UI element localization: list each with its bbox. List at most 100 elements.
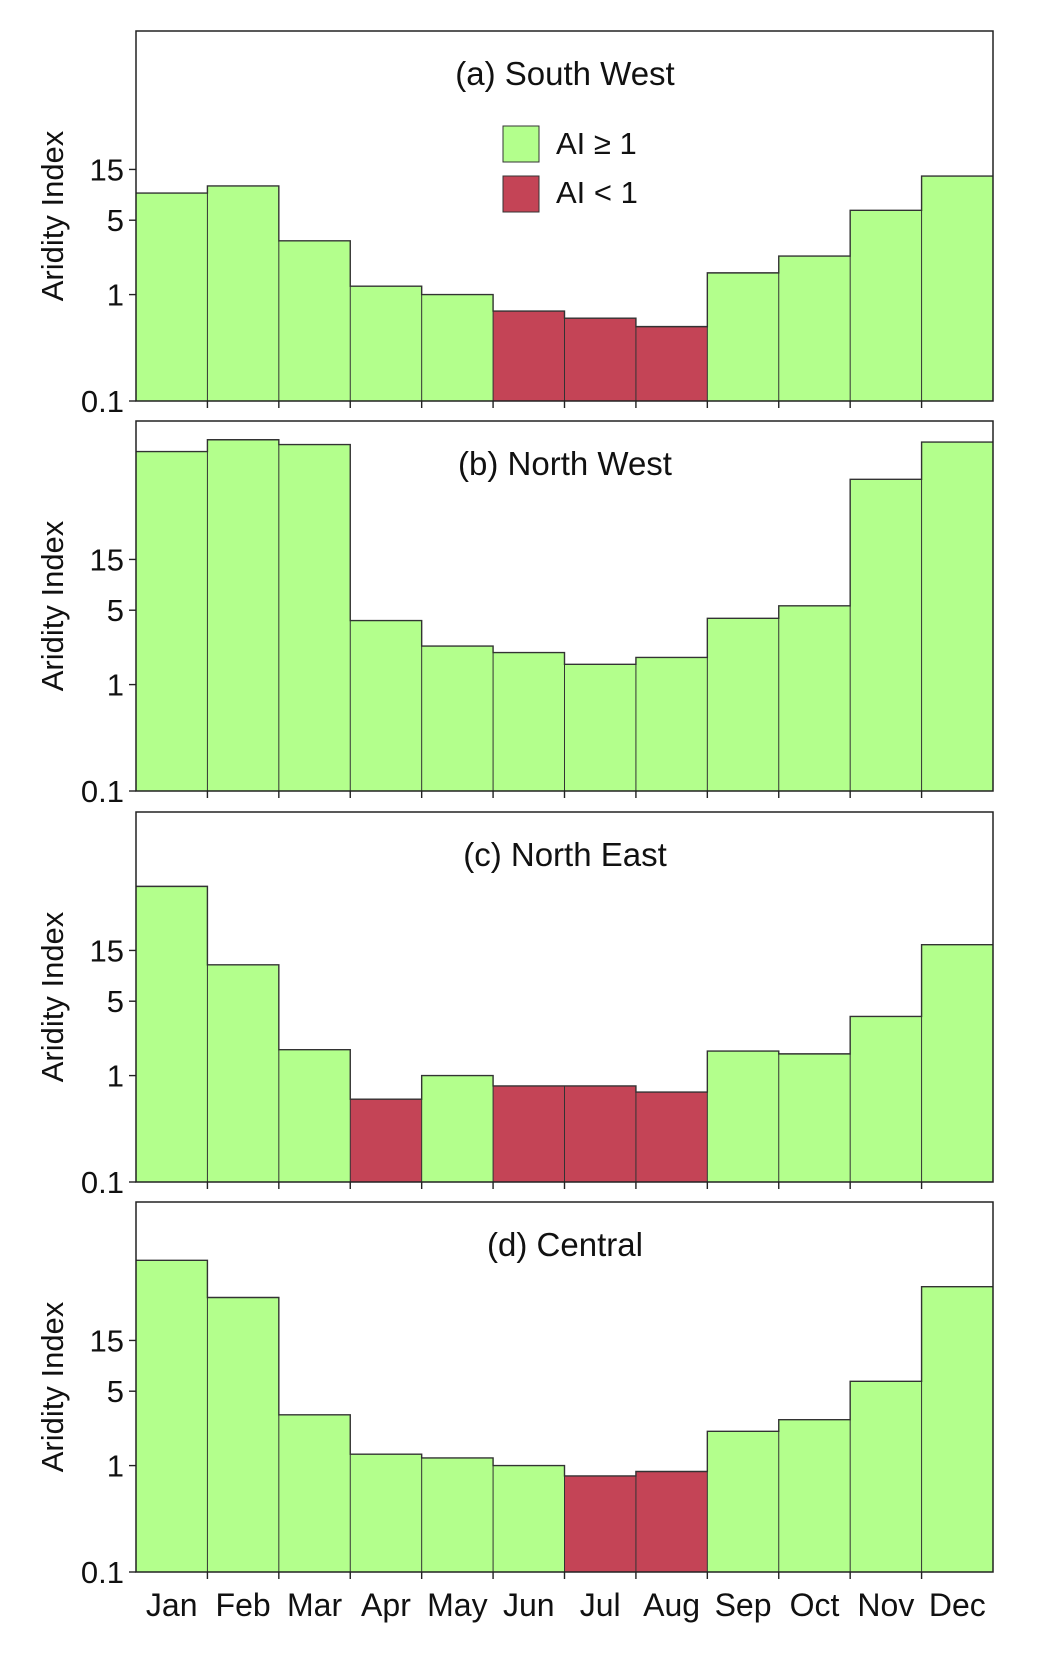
panel-d-ytick-label: 15	[90, 1323, 124, 1358]
panel-d-ylabel: Aridity Index	[35, 1301, 70, 1472]
panel-b-ytick-label: 15	[90, 542, 124, 577]
panel-c-bar-may	[421, 1075, 494, 1182]
panel-a-step-outline	[136, 175, 993, 328]
panel-d-title: (d) Central	[487, 1226, 643, 1263]
panel-a-bar-jan	[136, 193, 208, 401]
panel-a-bar-apr	[350, 286, 423, 401]
panel-d-bar-aug	[635, 1471, 708, 1572]
panel-d-ytick-label: 0.1	[81, 1555, 124, 1590]
panel-b-bar-aug	[635, 657, 708, 791]
panel-a-bar-jun	[493, 311, 565, 401]
x-tick-label-aug: Aug	[643, 1587, 700, 1623]
panel-c-bar-sep	[707, 1051, 780, 1182]
panel-c-bar-mar	[278, 1049, 351, 1182]
panel-a-title: (a) South West	[455, 55, 674, 92]
x-tick-label-jan: Jan	[146, 1587, 198, 1623]
panel-a-bar-dec	[921, 176, 994, 401]
x-tick-label-jun: Jun	[503, 1587, 555, 1623]
panel-b-ytick-label: 0.1	[81, 774, 124, 809]
x-tick-label-jul: Jul	[580, 1587, 621, 1623]
x-tick-label-sep: Sep	[715, 1587, 772, 1623]
panel-c-ytick-label: 1	[107, 1059, 124, 1094]
panel-b-bar-nov	[850, 479, 923, 791]
panel-d-bar-jan	[136, 1260, 208, 1572]
panel-c-bar-jan	[136, 886, 208, 1182]
panel-a-bars	[136, 175, 994, 401]
legend-label-ai-ge-1: AI ≥ 1	[556, 126, 637, 161]
panel-c-bar-jun	[493, 1085, 565, 1182]
panel-a-bar-jul	[564, 318, 637, 401]
panel-b-bar-jul	[564, 664, 637, 791]
panel-d-bar-sep	[707, 1431, 780, 1572]
panel-c-ylabel: Aridity Index	[35, 911, 70, 1082]
legend-swatch-ai-lt-1	[502, 175, 540, 213]
legend-swatch-ai-ge-1	[502, 125, 540, 163]
panel-d-bar-dec	[921, 1286, 994, 1572]
panel-a-bar-feb	[207, 185, 280, 401]
x-tick-label-dec: Dec	[929, 1587, 986, 1623]
panel-c-bar-dec	[921, 944, 994, 1182]
panel-d-ytick-label: 1	[107, 1449, 124, 1484]
panel-a-bar-may	[421, 294, 494, 401]
panel-a-ytick-label: 15	[90, 152, 124, 187]
panel-d-step-outline	[136, 1259, 993, 1477]
panel-c-ytick-label: 15	[90, 933, 124, 968]
panel-c-bar-aug	[635, 1092, 708, 1182]
panel-b-bar-may	[421, 646, 494, 791]
panel-d-bar-jul	[564, 1475, 637, 1572]
panel-d-bars	[136, 1259, 994, 1572]
panel-b-bar-feb	[207, 439, 280, 791]
panel-a-xticks	[206, 401, 923, 408]
panel-c-bar-feb	[207, 964, 280, 1182]
panel-a-ytick-label: 1	[107, 278, 124, 313]
panel-c-bar-oct	[778, 1053, 851, 1182]
panel-d-bar-may	[421, 1457, 494, 1572]
panel-d-bar-oct	[778, 1419, 851, 1572]
x-tick-label-oct: Oct	[790, 1587, 840, 1623]
panel-b-ylabel: Aridity Index	[35, 520, 70, 691]
panel-a-bar-nov	[850, 210, 923, 401]
panel-b-xticks	[206, 791, 923, 798]
legend-label-ai-lt-1: AI < 1	[556, 175, 638, 210]
panel-b-bar-sep	[707, 618, 780, 791]
panel-d-ytick-label: 5	[107, 1374, 124, 1409]
panel-a-ytick-label: 0.1	[81, 384, 124, 419]
panel-b-bar-oct	[778, 605, 851, 791]
panel-b-bar-jun	[493, 652, 565, 791]
panel-d-bar-mar	[278, 1414, 351, 1572]
panel-a-bar-oct	[778, 256, 851, 401]
x-tick-label-nov: Nov	[857, 1587, 914, 1623]
panel-b-ytick-label: 1	[107, 668, 124, 703]
x-tick-label-apr: Apr	[361, 1587, 411, 1623]
panel-a-bar-mar	[278, 240, 351, 401]
panel-b-bar-dec	[921, 442, 994, 791]
legend: AI ≥ 1 AI < 1	[502, 125, 638, 213]
x-tick-label-feb: Feb	[216, 1587, 271, 1623]
panel-c-bars	[136, 885, 994, 1182]
panel-d-bar-nov	[850, 1381, 923, 1572]
panel-a-bar-aug	[635, 326, 708, 401]
panel-d-xticks	[206, 1572, 923, 1579]
panel-a-bar-sep	[707, 272, 780, 401]
x-axis-month-labels: Jan Feb Mar Apr May Jun Jul Aug Sep Oct Nov Dec	[146, 1587, 986, 1623]
panel-b-bar-jan	[136, 451, 208, 791]
panel-b-bar-mar	[278, 444, 351, 791]
x-tick-label-may: May	[427, 1587, 487, 1623]
x-tick-label-mar: Mar	[287, 1587, 342, 1623]
panel-b-bar-apr	[350, 620, 423, 791]
panel-c-bar-apr	[350, 1099, 423, 1182]
panel-c-ytick-label: 0.1	[81, 1165, 124, 1200]
panel-d-bar-jun	[493, 1465, 565, 1572]
panel-c-bar-jul	[564, 1085, 637, 1182]
panel-b-bars	[136, 439, 994, 791]
panel-b-step-outline	[136, 439, 993, 666]
panel-c-title: (c) North East	[463, 836, 667, 873]
